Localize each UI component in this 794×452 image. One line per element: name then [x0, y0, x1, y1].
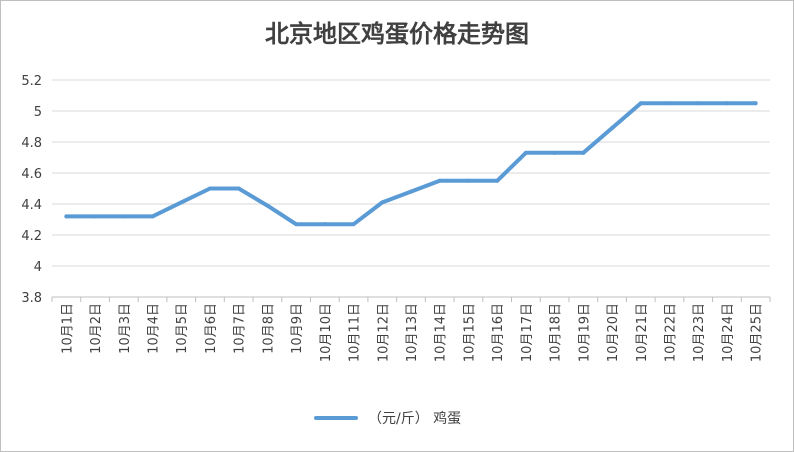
data-point: [437, 178, 442, 183]
x-tick-label: 10月3日: [118, 303, 133, 354]
data-point: [523, 150, 528, 155]
x-tick-label: 10月19日: [577, 303, 592, 362]
data-point: [322, 222, 327, 227]
data-point: [294, 222, 299, 227]
x-tick-label: 10月24日: [721, 303, 736, 362]
y-tick-label: 4: [34, 260, 42, 275]
data-point: [409, 189, 413, 194]
data-point: [179, 200, 184, 205]
data-point: [610, 126, 615, 131]
x-tick-label: 10月14日: [434, 303, 449, 362]
data-point: [64, 214, 69, 219]
series-line: [64, 101, 758, 227]
y-tick-label: 5.2: [21, 74, 42, 89]
data-point: [207, 186, 212, 191]
x-tick-label: 10月16日: [491, 303, 506, 362]
legend-label: （元/斤） 鸡蛋: [368, 411, 462, 427]
x-tick-label: 10月11日: [348, 303, 363, 362]
legend-swatch: [314, 416, 358, 420]
data-point: [265, 203, 270, 208]
x-tick-label: 10月5日: [175, 303, 190, 354]
y-tick-label: 3.8: [21, 291, 42, 306]
x-tick-label: 10月21日: [635, 303, 650, 362]
data-point: [724, 101, 729, 106]
x-tick-label: 10月13日: [405, 303, 420, 362]
data-point: [667, 101, 672, 106]
x-tick-label: 10月22日: [663, 303, 678, 362]
data-point: [150, 214, 155, 219]
x-tick-label: 10月9日: [290, 303, 305, 354]
x-tick-label: 10月18日: [549, 303, 564, 362]
x-tick-label: 10月1日: [60, 303, 75, 354]
data-point: [552, 150, 557, 155]
data-point: [351, 222, 356, 227]
y-tick-label: 4.2: [21, 229, 42, 244]
x-tick-label: 10月4日: [147, 303, 162, 354]
y-tick-label: 4.8: [21, 136, 42, 151]
x-tick-label: 10月17日: [520, 303, 535, 362]
data-point: [121, 214, 126, 219]
data-point: [495, 178, 500, 183]
x-tick-label: 10月23日: [692, 303, 707, 362]
x-tick-label: 10月10日: [319, 303, 334, 362]
data-point: [753, 101, 758, 106]
y-tick-label: 4.6: [21, 167, 42, 182]
data-point: [638, 101, 643, 106]
x-tick-label: 10月20日: [606, 303, 621, 362]
y-tick-label: 5: [34, 105, 42, 120]
x-tick-label: 10月25日: [750, 303, 765, 362]
data-point: [466, 178, 471, 183]
data-point: [236, 186, 241, 191]
x-tick-label: 10月2日: [89, 303, 104, 354]
x-tick-label: 10月15日: [462, 303, 477, 362]
x-tick-label: 10月12日: [376, 303, 391, 362]
y-tick-label: 4.4: [21, 198, 42, 213]
chart-title: 北京地区鸡蛋价格走势图: [265, 19, 529, 48]
legend: （元/斤） 鸡蛋: [0, 408, 794, 432]
data-point: [380, 200, 385, 205]
data-point: [696, 101, 701, 106]
x-tick-label: 10月8日: [261, 303, 276, 354]
data-point: [581, 150, 586, 155]
x-tick-label: 10月7日: [233, 303, 248, 354]
x-tick-label: 10月6日: [204, 303, 219, 354]
data-point: [93, 214, 98, 219]
